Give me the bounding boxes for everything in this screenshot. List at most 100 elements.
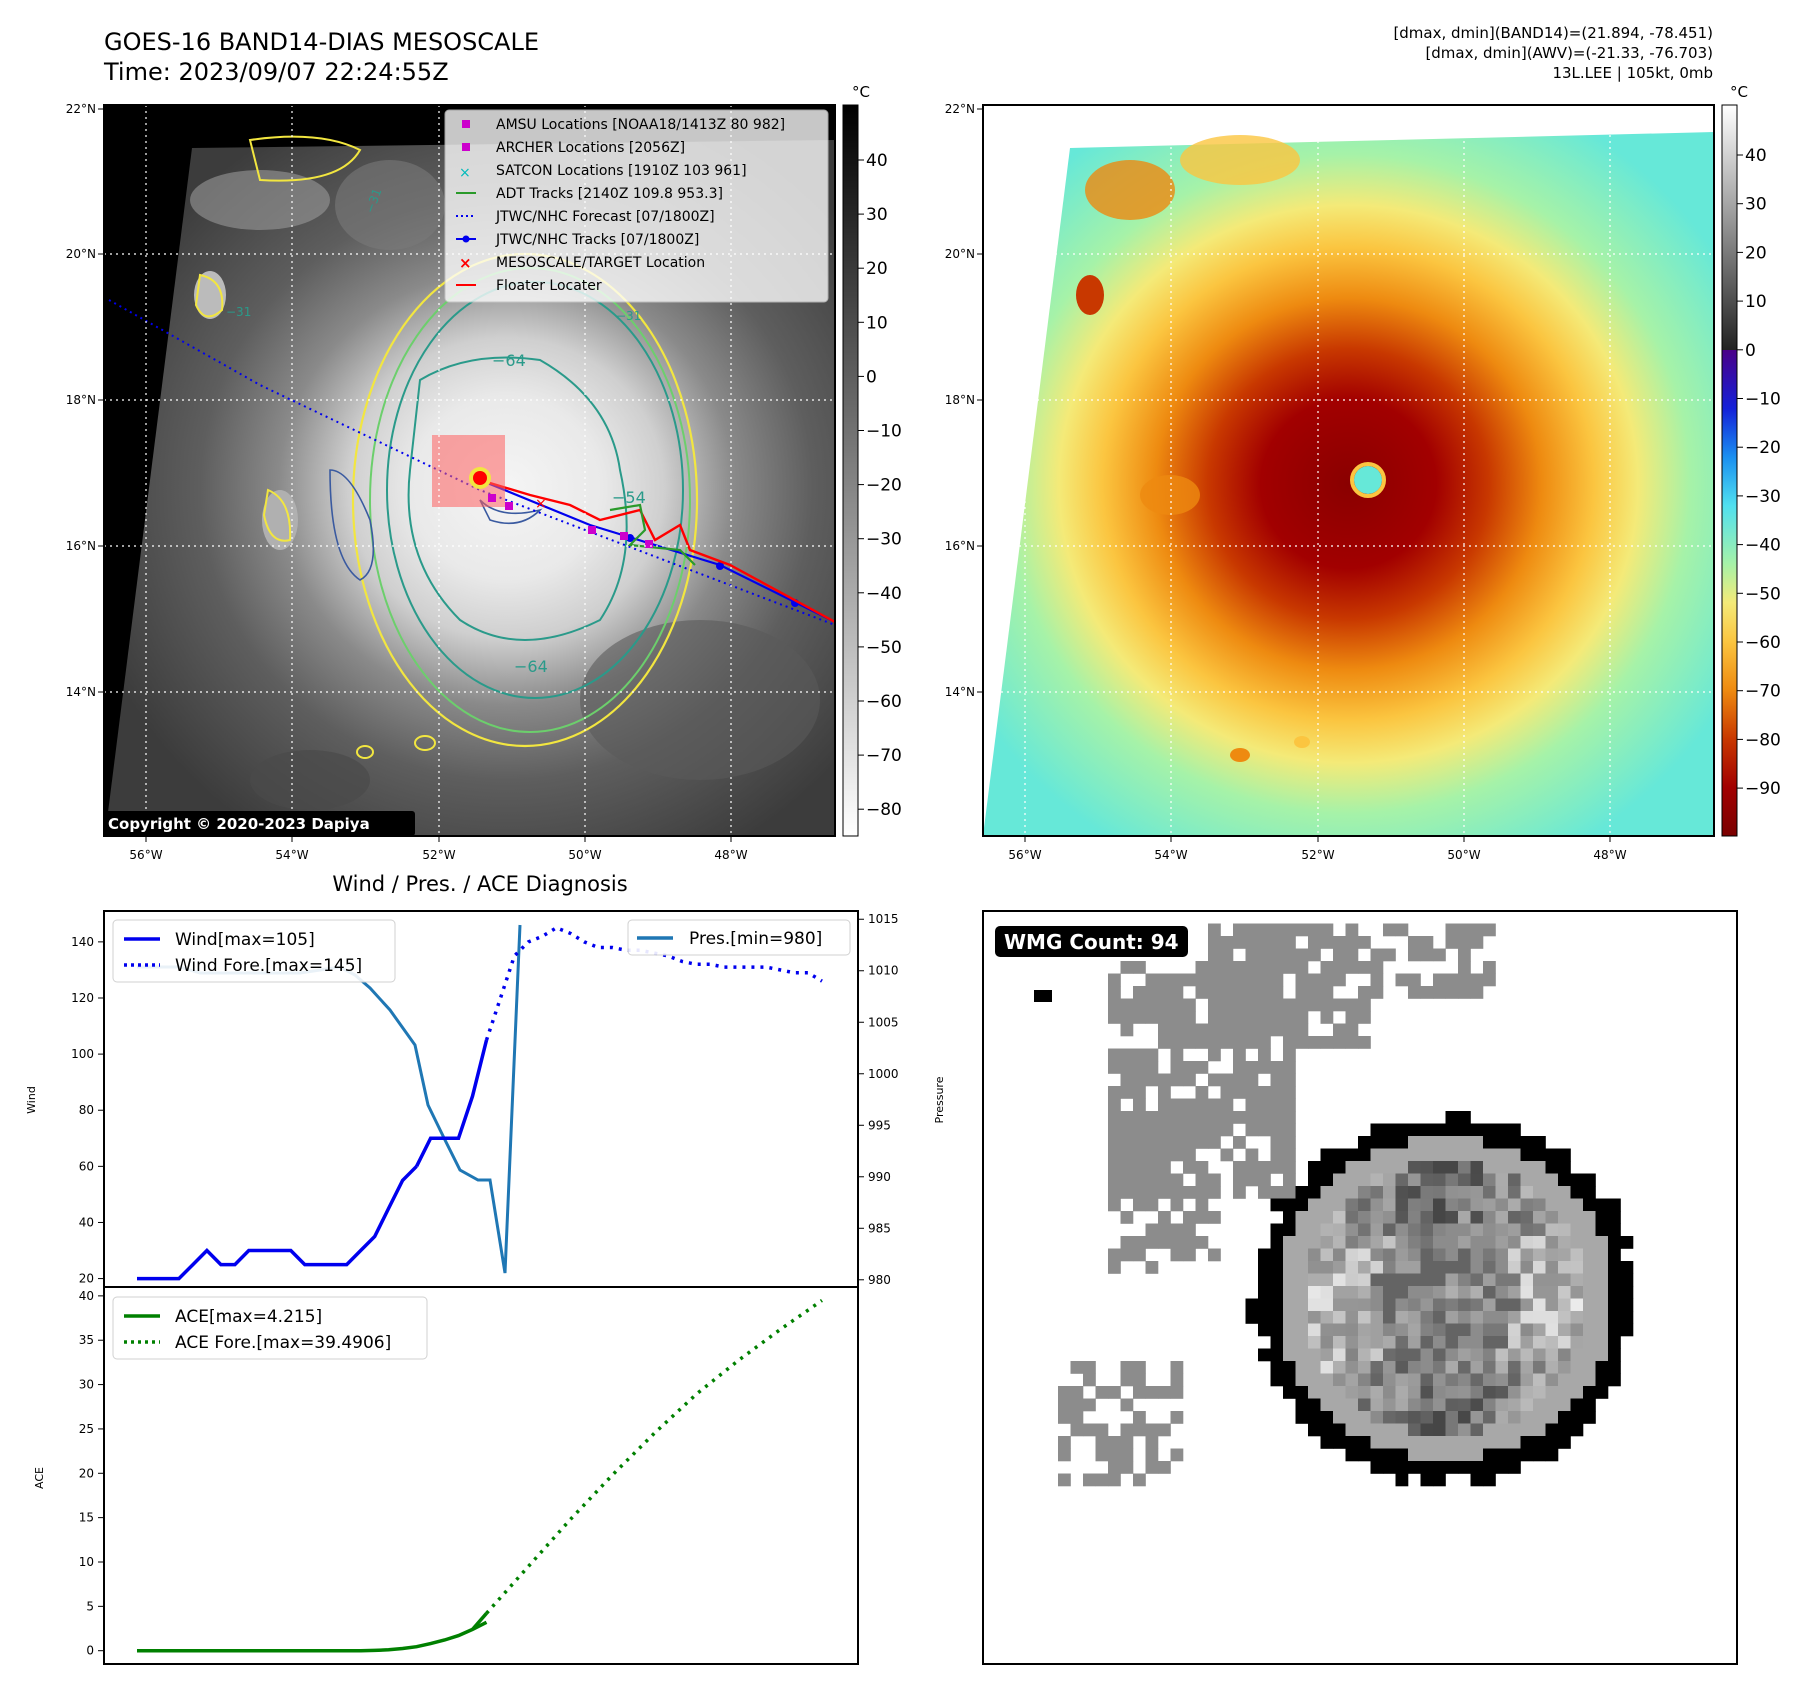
ace-tick-label: 20 [79,1466,94,1480]
lon-tick-label: 54°W [275,848,308,862]
colorbar-tick-label: −40 [866,584,902,604]
contour-label: −31 [616,309,641,323]
colorbar-tick-label: −80 [1745,730,1781,750]
lat-tick-label: 18°N [66,393,96,407]
lat-tick-label: 22°N [66,102,96,116]
colorbar-unit: °C [1730,83,1748,101]
wind-tick-label: 140 [71,935,94,949]
colorbar-tick-label: −30 [1745,487,1781,507]
wind-axis-label: Wind [25,1086,38,1114]
lat-tick-label: 18°N [945,393,975,407]
lon-tick-label: 52°W [422,848,455,862]
ace-tick-label: 35 [79,1333,94,1347]
lat-tick-label: 22°N [945,102,975,116]
ace-tick-label: 5 [86,1599,94,1613]
pressure-tick-label: 995 [868,1118,891,1132]
lon-tick-label: 48°W [714,848,747,862]
contour-label: −64 [492,351,526,370]
colorbar-tick-label: −70 [866,746,902,766]
colorbar-tick-label: 0 [1745,341,1756,361]
colorbar-tick-label: 20 [1745,243,1767,263]
satellite-swath [983,132,1714,836]
storm-info: 13L.LEE | 105kt, 0mb [1552,64,1713,82]
legend-label: ARCHER Locations [2056Z] [496,140,685,156]
ace-line [471,1612,488,1631]
storm-eye [1354,466,1382,494]
square-marker-icon [462,120,470,128]
ace-line [137,1620,488,1653]
legend-label: Floater Locater [496,278,602,294]
colorbar-tick-label: 0 [866,367,877,387]
colorbar-tick-label: −80 [866,800,902,820]
ace-legend-label: ACE[max=4.215] [175,1307,322,1327]
figure-title: GOES-16 BAND14-DIAS MESOSCALE [104,28,540,56]
legend-label: AMSU Locations [NOAA18/1413Z 80 982] [496,117,785,133]
colorbar-tick-label: 40 [1745,146,1767,166]
copyright-box [103,811,415,836]
figure-time: Time: 2023/09/07 22:24:55Z [104,58,449,86]
lon-tick-label: 48°W [1593,848,1626,862]
lat-tick-label: 20°N [945,247,975,261]
pressure-tick-label: 1000 [868,1067,899,1081]
svg-text:×: × [535,496,547,512]
ace-legend: ACE[max=4.215] ACE Fore.[max=39.4906] [112,1296,428,1360]
lon-tick-label: 56°W [129,848,162,862]
pressure-tick-label: 980 [868,1273,891,1287]
ace-tick-label: 10 [79,1555,94,1569]
contour-label: −31 [226,305,251,319]
wmg-count-box [995,926,1188,957]
ace-tick-label: 25 [79,1422,94,1436]
lat-tick-label: 14°N [945,685,975,699]
wmg-panel: WMG Count: 94 [982,910,1738,1665]
wind-tick-label: 120 [71,991,94,1005]
wind-tick-label: 80 [79,1103,94,1117]
pressure-axis-label: Pressure [933,1076,946,1123]
wind-legend: Wind[max=105] Wind Fore.[max=145] [112,919,396,983]
wind-legend-label: Wind[max=105] [175,930,315,950]
pressure-tick-label: 990 [868,1170,891,1184]
ace-tick-label: 0 [86,1644,94,1658]
pressure-tick-label: 1015 [868,912,899,926]
wind-line [137,1165,418,1281]
colorbar-tick-label: −50 [1745,584,1781,604]
lat-tick-label: 20°N [66,247,96,261]
dmax-awv: [dmax, dmin](AWV)=(-21.33, -76.703) [1425,44,1713,62]
lon-tick-label: 54°W [1154,848,1187,862]
ace-legend-label: ACE Fore.[max=39.4906] [175,1333,391,1353]
pressure-legend: Pres.[min=980] [627,919,851,956]
pressure-tick-label: 985 [868,1221,891,1235]
copyright-text: Copyright © 2020-2023 Dapiya [108,815,370,833]
ace-tick-label: 40 [79,1289,94,1303]
diagnosis-title: Wind / Pres. / ACE Diagnosis [332,872,627,896]
lon-tick-label: 56°W [1008,848,1041,862]
wind-line [415,1039,489,1168]
colorbar-tick-label: 10 [866,313,888,333]
legend-label: MESOSCALE/TARGET Location [496,255,705,271]
wmg-count-label: WMG Count: 94 [1004,930,1179,954]
colorbar-tick-label: 10 [1745,292,1767,312]
adt-track [609,503,696,566]
contour-label: −64 [514,657,548,676]
square-marker-icon [462,143,470,151]
colorbar-tick-label: −70 [1745,682,1781,702]
left-colorbar: °C [842,83,870,837]
colorbar-tick-label: 30 [866,205,888,225]
ir-color-map [982,104,1715,837]
colorbar-unit: °C [852,83,870,101]
wind-tick-label: 40 [79,1215,94,1229]
lat-tick-label: 14°N [66,685,96,699]
lon-tick-label: 50°W [568,848,601,862]
x-marker-icon: × [459,165,471,181]
wind-tick-label: 60 [79,1159,94,1173]
observed-track [479,478,835,623]
lon-tick-label: 50°W [1447,848,1480,862]
colorbar-tick-label: −50 [866,638,902,658]
lat-tick-label: 16°N [66,539,96,553]
ace-tick-label: 30 [79,1378,94,1392]
floater-track [479,478,835,624]
colorbar-tick-label: −10 [1745,390,1781,410]
colorbar-tick-label: 40 [866,151,888,171]
ace-forecast-line [485,1298,824,1615]
x-marker-icon: × [459,254,472,272]
